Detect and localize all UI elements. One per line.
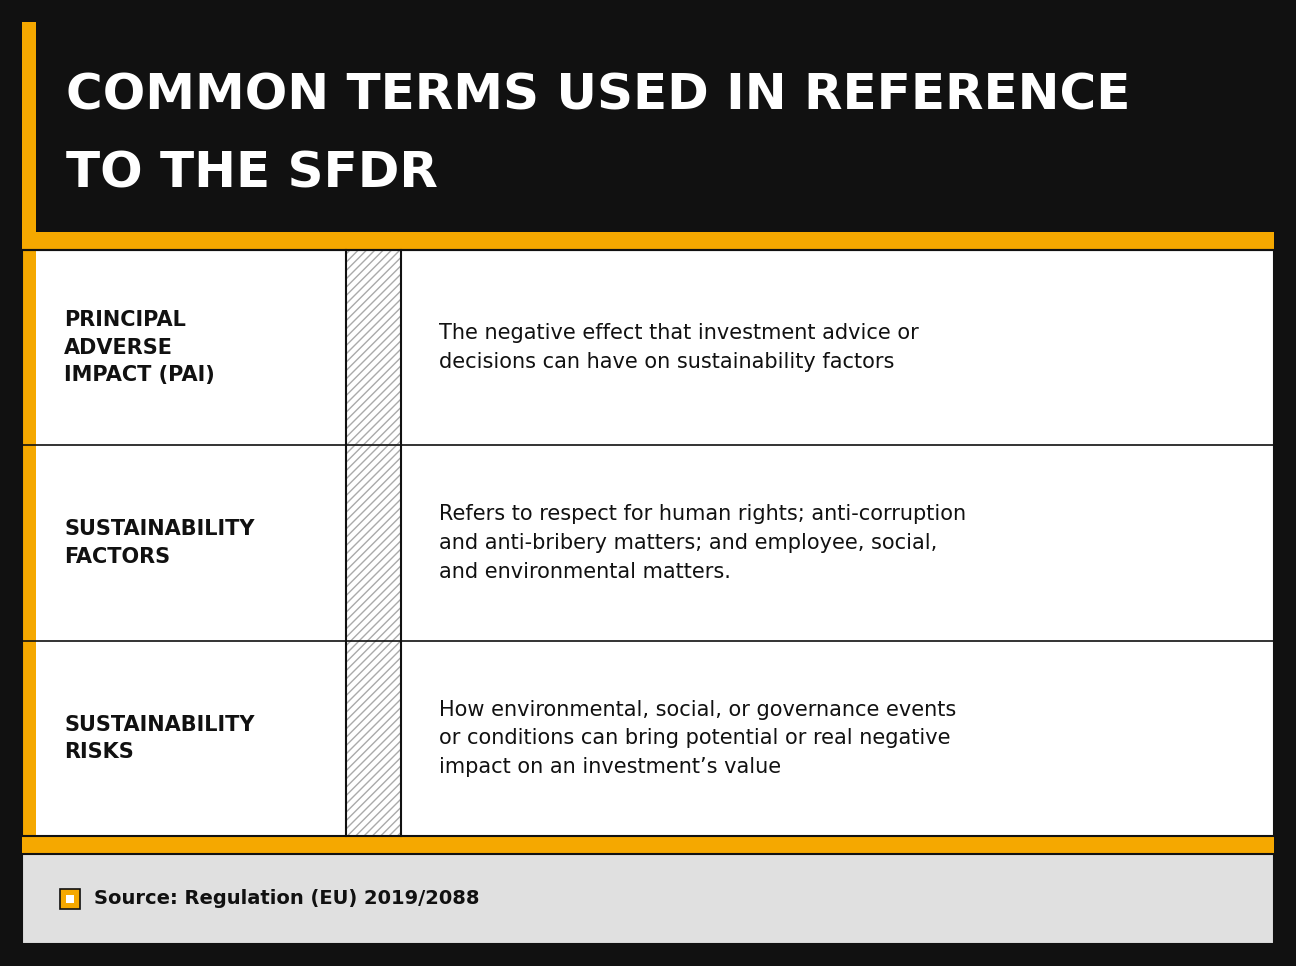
Text: SUSTAINABILITY
RISKS: SUSTAINABILITY RISKS xyxy=(64,715,254,762)
Bar xyxy=(346,640,400,836)
Text: The negative effect that investment advice or
decisions can have on sustainabili: The negative effect that investment advi… xyxy=(439,324,919,372)
Bar xyxy=(66,895,74,903)
Text: PRINCIPAL
ADVERSE
IMPACT (PAI): PRINCIPAL ADVERSE IMPACT (PAI) xyxy=(64,310,215,384)
Bar xyxy=(22,250,1274,836)
Bar xyxy=(22,22,1274,232)
Bar xyxy=(22,836,1274,854)
Text: TO THE SFDR: TO THE SFDR xyxy=(66,149,438,197)
Bar xyxy=(346,445,400,640)
Text: COMMON TERMS USED IN REFERENCE: COMMON TERMS USED IN REFERENCE xyxy=(66,71,1130,120)
Text: Refers to respect for human rights; anti-corruption
and anti-bribery matters; an: Refers to respect for human rights; anti… xyxy=(439,504,966,582)
Bar xyxy=(22,232,1274,250)
Bar xyxy=(22,22,36,232)
Text: SUSTAINABILITY
FACTORS: SUSTAINABILITY FACTORS xyxy=(64,520,254,567)
Bar xyxy=(346,250,400,445)
Bar xyxy=(22,854,1274,944)
Bar xyxy=(22,250,36,836)
Text: How environmental, social, or governance events
or conditions can bring potentia: How environmental, social, or governance… xyxy=(439,699,956,777)
Bar xyxy=(22,250,1274,836)
Bar xyxy=(60,889,80,909)
Bar xyxy=(22,854,1274,944)
Text: Source: Regulation (EU) 2019/2088: Source: Regulation (EU) 2019/2088 xyxy=(95,890,480,908)
